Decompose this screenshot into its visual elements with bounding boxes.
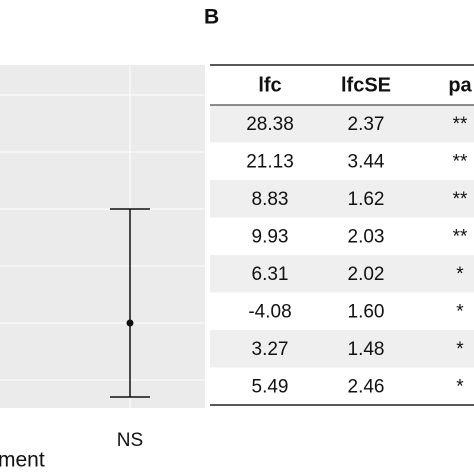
table-cell: 28.38 [246, 114, 294, 135]
table-cell: 8.83 [252, 189, 289, 210]
column-header: lfcSE [341, 74, 391, 96]
table-cell: 9.93 [252, 226, 289, 247]
table-cell: 3.27 [252, 339, 289, 360]
x-tick-label: NS [117, 430, 143, 451]
table-cell: 2.37 [348, 114, 385, 135]
column-header: pa [448, 74, 472, 96]
table-cell: 3.44 [348, 151, 385, 172]
table-cell: 5.49 [252, 376, 289, 397]
plot-panel [0, 65, 205, 408]
point [126, 319, 134, 327]
table-cell: 1.62 [348, 189, 385, 210]
table-cell: * [456, 339, 464, 360]
x-axis-label: ment [0, 449, 45, 472]
table-cell: -4.08 [248, 301, 291, 322]
row-background [210, 105, 474, 143]
table-cell: * [456, 301, 464, 322]
column-header: lfc [258, 74, 281, 96]
table-cell: 1.60 [348, 301, 385, 322]
table-cell: 2.03 [348, 226, 385, 247]
table-cell: ** [453, 189, 468, 210]
error-bar [110, 208, 150, 398]
table-cell: 6.31 [252, 264, 289, 285]
row-background [210, 180, 474, 218]
table-cell: ** [453, 151, 468, 172]
table-cell: 2.46 [348, 376, 385, 397]
table-cell: * [456, 376, 464, 397]
table-cell: * [456, 264, 464, 285]
table-cell: 21.13 [246, 151, 294, 172]
panel-label: B [204, 6, 219, 29]
row-background [210, 255, 474, 293]
table-cell: ** [453, 114, 468, 135]
table-cell: 1.48 [348, 339, 385, 360]
table-cell: 2.02 [348, 264, 385, 285]
table-cell: ** [453, 226, 468, 247]
row-background [210, 330, 474, 368]
